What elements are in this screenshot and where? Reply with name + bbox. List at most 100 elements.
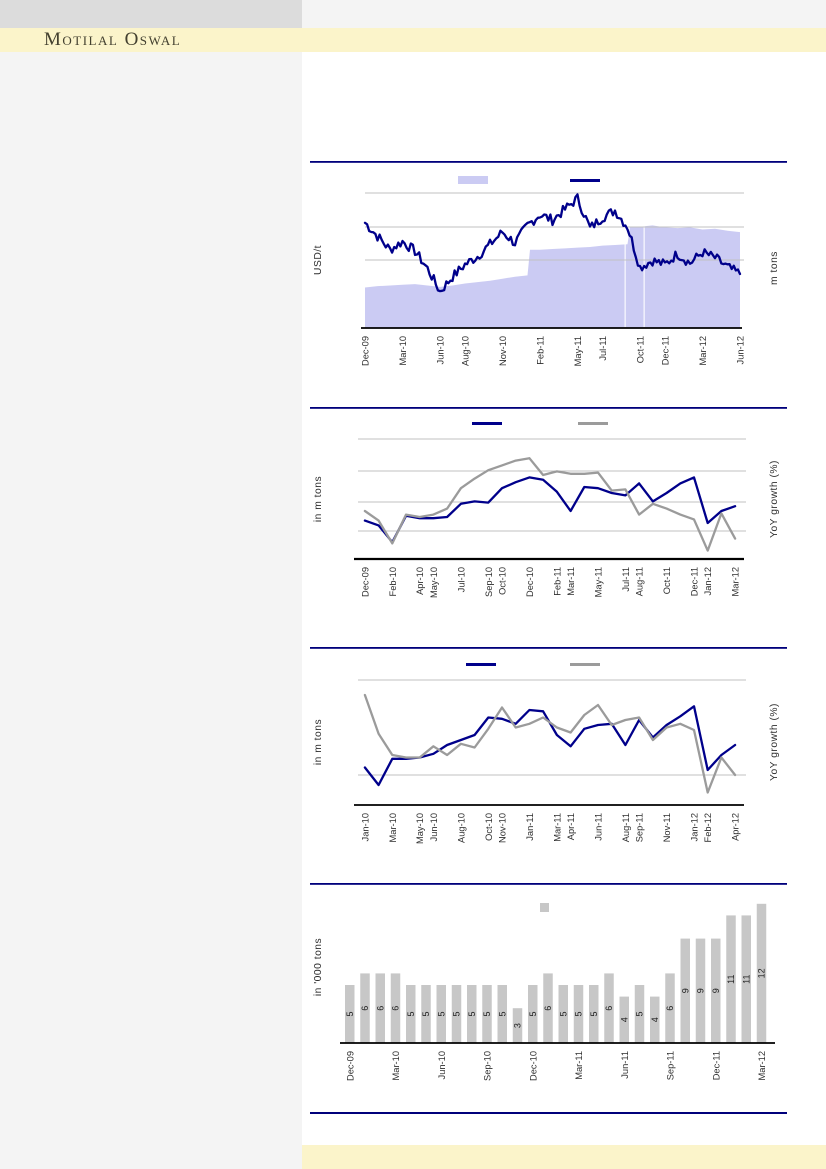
- x-tick-label: Aug-11: [621, 813, 631, 842]
- bar-value-label: 6: [543, 1006, 553, 1011]
- bar: [573, 985, 584, 1043]
- y-axis-title-left: in m tons: [313, 719, 324, 765]
- x-tick-label: Sep-10: [483, 1051, 493, 1081]
- bar: [482, 985, 492, 1043]
- chart-tonnage-yoy-1: Dec-09 Feb-10 Apr-10 May-10 Jul-10 Sep-10 Oct-…: [310, 407, 787, 598]
- x-tick-label: Nov-10: [498, 813, 508, 843]
- bar-value-label: 6: [665, 1006, 675, 1011]
- bar-value-label: 11: [741, 975, 751, 984]
- bar: [543, 973, 553, 1043]
- x-tick-label: Dec-09: [361, 336, 371, 366]
- x-tick-label: Mar-10: [388, 813, 398, 842]
- x-tick-label: Aug-10: [461, 336, 471, 366]
- chart-2-lines-navy-series: [363, 476, 737, 544]
- section-rule: [310, 407, 787, 409]
- bar-value-label: 9: [680, 988, 690, 993]
- x-tick-label: Sep-11: [635, 813, 645, 842]
- x-tick-label: Mar-12: [698, 336, 708, 365]
- x-tick-label: Jan-10: [360, 813, 370, 841]
- bar-value-label: 5: [528, 1011, 538, 1016]
- y-axis-title-left: in '000 tons: [313, 938, 324, 996]
- x-tick-label: Oct-11: [636, 336, 646, 363]
- section-rule: [310, 883, 787, 885]
- x-tick-label: Sep-10: [484, 567, 494, 597]
- x-tick-label: Mar-12: [731, 567, 741, 596]
- bar: [497, 985, 507, 1043]
- bar-value-label: 6: [391, 1006, 401, 1011]
- bar: [558, 985, 568, 1043]
- x-tick-label: Feb-10: [388, 567, 398, 596]
- x-tick-label: Mar-10: [391, 1051, 401, 1080]
- bar-value-label: 5: [406, 1011, 416, 1016]
- bar: [650, 996, 660, 1043]
- x-tick-label: Feb-11: [536, 336, 546, 365]
- bar: [375, 973, 385, 1043]
- section-rule: [310, 647, 787, 649]
- x-tick-label: May-10: [415, 813, 425, 844]
- x-tick-label: Dec-11: [661, 336, 671, 365]
- x-tick-label: Jun-11: [620, 1051, 630, 1079]
- x-tick-label: Apr-12: [731, 813, 741, 841]
- y-axis-title-right: YoY growth (%): [769, 703, 780, 781]
- bar: [451, 985, 462, 1043]
- legend-swatch: [540, 903, 549, 912]
- bar-value-label: 5: [497, 1011, 507, 1016]
- bar: [711, 938, 721, 1043]
- bar: [695, 938, 706, 1043]
- chart-3-lines-gray-series: [363, 693, 737, 794]
- x-tick-label: Jun-10: [429, 813, 439, 841]
- bar: [512, 1008, 523, 1043]
- x-tick-label: Mar-11: [574, 1051, 584, 1080]
- x-tick-label: Dec-09: [360, 567, 370, 597]
- x-tick-label: Mar-12: [757, 1051, 767, 1080]
- bar-value-label: 6: [604, 1006, 614, 1011]
- legend-swatch: [466, 663, 496, 666]
- x-tick-label: Apr-10: [415, 567, 425, 595]
- area-gap: [624, 216, 626, 327]
- y-axis-title-left: USD/t: [313, 245, 324, 275]
- bar-value-label: 6: [375, 1006, 385, 1011]
- legend-swatch: [570, 179, 600, 182]
- x-tick-label: Nov-11: [662, 813, 672, 842]
- x-tick-label: Dec-10: [525, 567, 535, 597]
- x-tick-label: Jun-10: [437, 1051, 447, 1079]
- bar: [680, 938, 690, 1043]
- bar: [421, 985, 431, 1043]
- chart-1-area-line-area: [365, 225, 740, 328]
- area-gap: [643, 216, 645, 327]
- x-tick-label: Oct-10: [498, 567, 508, 595]
- section-rule: [310, 161, 787, 163]
- bar-value-label: 9: [711, 988, 721, 993]
- x-tick-label: Dec-11: [711, 1051, 721, 1080]
- x-tick-label: Aug-11: [635, 567, 645, 596]
- bar-value-label: 5: [345, 1011, 355, 1016]
- x-tick-label: May-11: [573, 336, 583, 366]
- x-tick-label: May-10: [429, 567, 439, 598]
- chart-2-lines-gray-series: [363, 457, 737, 552]
- chart-3-lines-navy-series: [363, 705, 737, 787]
- brand-logo-text: Motilal Oswal: [44, 29, 182, 50]
- bar-value-label: 4: [619, 1017, 629, 1022]
- bar-value-label: 12: [757, 968, 767, 978]
- legend-swatch: [472, 422, 502, 425]
- legend-swatch: [578, 422, 608, 425]
- x-tick-label: Jun-11: [594, 813, 604, 841]
- header-gray-bar: [0, 0, 302, 28]
- bar-value-label: 5: [635, 1011, 645, 1016]
- bar-value-label: 5: [436, 1011, 446, 1016]
- left-margin-panel: [0, 52, 302, 1169]
- bar: [756, 903, 767, 1043]
- bar-value-label: 11: [726, 975, 736, 984]
- bar-value-label: 5: [467, 1011, 477, 1016]
- chart-1-area-line-line-series: [363, 193, 742, 293]
- bar: [528, 985, 538, 1043]
- bar: [467, 985, 477, 1043]
- x-tick-label: Feb-11: [552, 567, 562, 596]
- x-tick-label: Mar-11: [552, 813, 562, 842]
- x-tick-label: Jan-12: [703, 567, 713, 595]
- bar-value-label: 5: [589, 1011, 599, 1016]
- bar: [665, 973, 675, 1043]
- bar: [604, 973, 614, 1043]
